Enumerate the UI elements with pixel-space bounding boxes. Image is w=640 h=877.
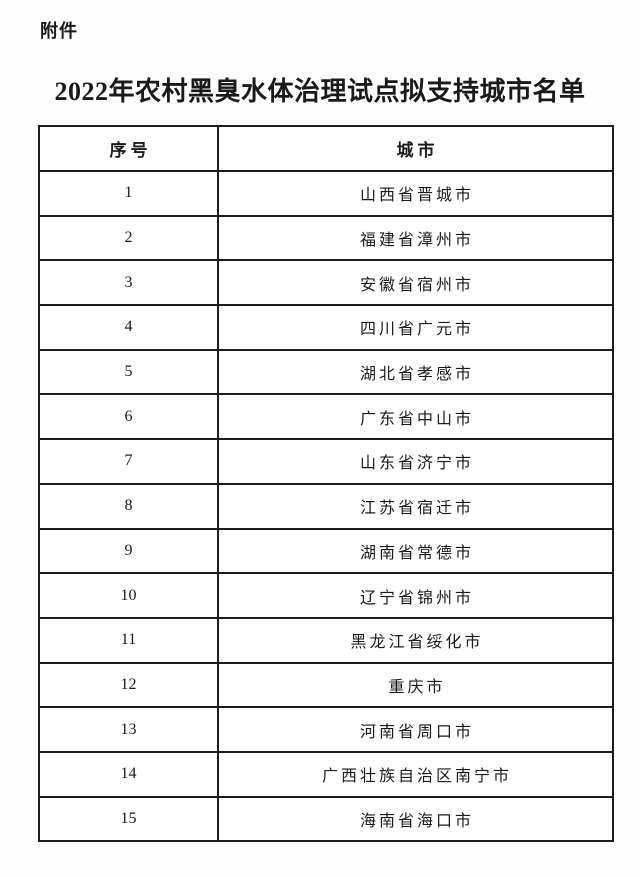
table-row: 3 安徽省宿州市 bbox=[38, 259, 614, 307]
city-name-cell: 河南省周口市 bbox=[217, 706, 614, 753]
row-number-cell: 15 bbox=[38, 795, 219, 843]
table-row: 14 广西壮族自治区南宁市 bbox=[38, 750, 614, 798]
table-header-row: 序号 城市 bbox=[38, 125, 614, 172]
table-row: 2 福建省漳州市 bbox=[38, 214, 614, 262]
row-number-cell: 12 bbox=[38, 661, 219, 709]
table-row: 7 山东省济宁市 bbox=[38, 438, 614, 485]
row-number-cell: 4 bbox=[38, 304, 219, 351]
table-row: 11 黑龙江省绥化市 bbox=[38, 616, 614, 664]
city-name-cell: 山西省晋城市 bbox=[217, 170, 614, 217]
table-row: 13 河南省周口市 bbox=[38, 706, 614, 753]
city-name-cell: 辽宁省锦州市 bbox=[217, 572, 614, 619]
column-header-city: 城市 bbox=[217, 125, 614, 172]
row-number-cell: 3 bbox=[38, 259, 219, 307]
row-number-cell: 11 bbox=[38, 616, 219, 664]
city-name-cell: 广西壮族自治区南宁市 bbox=[217, 750, 614, 798]
city-name-cell: 海南省海口市 bbox=[217, 795, 614, 843]
table-row: 15 海南省海口市 bbox=[38, 795, 614, 843]
table-row: 12 重庆市 bbox=[38, 661, 614, 709]
table-row: 6 广东省中山市 bbox=[38, 393, 614, 441]
table-row: 9 湖南省常德市 bbox=[38, 527, 614, 575]
column-header-serial-no: 序号 bbox=[38, 125, 219, 172]
table-row: 4 四川省广元市 bbox=[38, 304, 614, 351]
table-row: 8 江苏省宿迁市 bbox=[38, 482, 614, 530]
city-name-cell: 江苏省宿迁市 bbox=[217, 482, 614, 530]
table-row: 10 辽宁省锦州市 bbox=[38, 572, 614, 619]
city-table: 序号 城市 1 山西省晋城市 2 福建省漳州市 3 安徽省宿州市 4 四川省广元市 5 湖北省孝感… bbox=[38, 125, 614, 843]
row-number-cell: 13 bbox=[38, 706, 219, 753]
row-number-cell: 6 bbox=[38, 393, 219, 441]
city-name-cell: 湖北省孝感市 bbox=[217, 348, 614, 396]
city-name-cell: 黑龙江省绥化市 bbox=[217, 616, 614, 664]
table-row: 5 湖北省孝感市 bbox=[38, 348, 614, 396]
row-number-cell: 14 bbox=[38, 750, 219, 798]
row-number-cell: 10 bbox=[38, 572, 219, 619]
city-name-cell: 四川省广元市 bbox=[217, 304, 614, 351]
row-number-cell: 7 bbox=[38, 438, 219, 485]
city-name-cell: 安徽省宿州市 bbox=[217, 259, 614, 307]
city-name-cell: 山东省济宁市 bbox=[217, 438, 614, 485]
page-title: 2022年农村黑臭水体治理试点拟支持城市名单 bbox=[54, 77, 586, 106]
row-number-cell: 9 bbox=[38, 527, 219, 575]
city-name-cell: 福建省漳州市 bbox=[217, 214, 614, 262]
city-name-cell: 广东省中山市 bbox=[217, 393, 614, 441]
table-row: 1 山西省晋城市 bbox=[38, 170, 614, 217]
city-name-cell: 湖南省常德市 bbox=[217, 527, 614, 575]
row-number-cell: 2 bbox=[38, 214, 219, 262]
row-number-cell: 8 bbox=[38, 482, 219, 530]
attachment-label: 附件 bbox=[40, 21, 78, 41]
row-number-cell: 1 bbox=[38, 170, 219, 217]
table-body: 1 山西省晋城市 2 福建省漳州市 3 安徽省宿州市 4 四川省广元市 5 湖北省孝感市 6 广东省中… bbox=[38, 170, 614, 843]
city-name-cell: 重庆市 bbox=[217, 661, 614, 709]
row-number-cell: 5 bbox=[38, 348, 219, 396]
